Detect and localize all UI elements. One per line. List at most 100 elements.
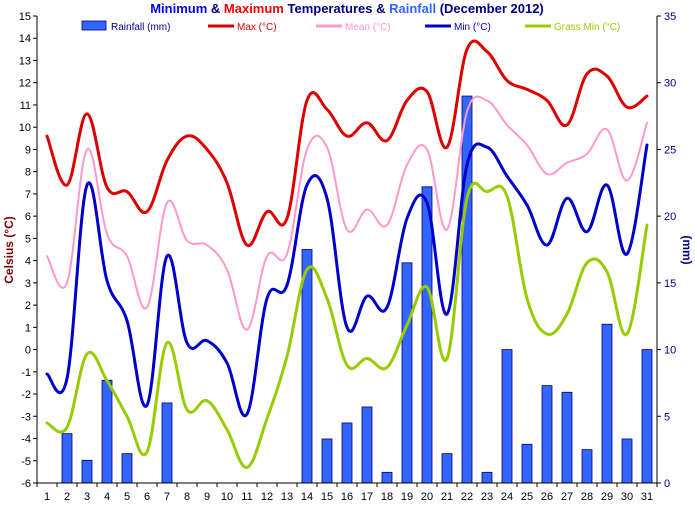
x-tick-label: 28	[581, 491, 593, 503]
legend-label: Max (°C)	[237, 22, 277, 33]
series-line-mean-c	[46, 95, 648, 331]
temperature-lines	[45, 39, 649, 469]
rainfall-bar	[561, 391, 573, 484]
title-part: (December 2012)	[436, 1, 544, 16]
rainfall-bar	[521, 443, 533, 484]
rainfall-bar	[541, 385, 553, 484]
y-tick-label: 2	[25, 300, 31, 312]
y-axis-label: Celsius (°C)	[2, 216, 16, 283]
title-part: &	[207, 1, 224, 16]
rainfall-bar	[441, 453, 453, 484]
x-tick-label: 22	[461, 491, 473, 503]
y2-tick-label: 25	[664, 144, 676, 156]
y2-tick-label: 10	[664, 345, 676, 357]
legend-label: Mean (°C)	[345, 22, 391, 33]
x-tick-label: 15	[321, 491, 333, 503]
y-tick-label: 13	[19, 55, 31, 67]
y-tick-label: 9	[25, 144, 31, 156]
x-tick-label: 1	[44, 491, 50, 503]
y-tick-label: 7	[25, 189, 31, 201]
x-tick-label: 14	[301, 491, 313, 503]
series-line-grass-min-c	[45, 181, 649, 469]
y-tick-label: -5	[21, 456, 31, 468]
y-tick-label: -6	[21, 478, 31, 490]
rainfall-bar	[601, 323, 613, 484]
y2-tick-label: 30	[664, 78, 676, 90]
rainfall-bar	[121, 453, 133, 484]
chart-legend: Rainfall (mm) Max (°C) Mean (°C) Min (°C) Gr…	[81, 20, 620, 33]
y-tick-label: 0	[25, 345, 31, 357]
rainfall-bar	[361, 406, 373, 484]
series-line-min-c	[45, 142, 649, 418]
rainfall-bar	[401, 262, 413, 484]
x-tick-label: 19	[401, 491, 413, 503]
legend-label: Min (°C)	[454, 22, 491, 33]
x-tick-label: 18	[381, 491, 393, 503]
series-line-max-c	[45, 39, 649, 247]
x-tick-label: 5	[124, 491, 130, 503]
y-tick-label: 10	[19, 122, 31, 134]
x-tick-label: 31	[641, 491, 653, 503]
x-tick-label: 9	[204, 491, 210, 503]
y2-axis-label: (mm)	[680, 235, 694, 264]
x-tick-label: 10	[221, 491, 233, 503]
title-part: Temperatures &	[284, 1, 389, 16]
x-tick-label: 26	[541, 491, 553, 503]
x-tick-label: 4	[104, 491, 110, 503]
x-tick-label: 24	[501, 491, 513, 503]
chart-title: Minimum & Maximum Temperatures & Rainfal…	[150, 1, 544, 16]
y2-tick-label: 20	[664, 211, 676, 223]
y-tick-label: 1	[25, 322, 31, 334]
x-tick-label: 16	[341, 491, 353, 503]
rainfall-bar	[501, 349, 513, 484]
rainfall-bar	[381, 471, 393, 484]
rainfall-bar	[61, 433, 73, 484]
y-tick-label: 5	[25, 233, 31, 245]
y2-tick-label: 15	[664, 278, 676, 290]
y-tick-label: -4	[21, 434, 31, 446]
rainfall-bar	[321, 438, 333, 484]
x-tick-label: 3	[84, 491, 90, 503]
title-part: Rainfall	[389, 1, 436, 16]
x-tick-label: 12	[261, 491, 273, 503]
legend-swatch	[81, 20, 107, 31]
x-tick-label: 25	[521, 491, 533, 503]
rainfall-bar	[81, 459, 93, 484]
x-tick-label: 13	[281, 491, 293, 503]
x-tick-label: 7	[164, 491, 170, 503]
x-tick-label: 20	[421, 491, 433, 503]
x-tick-label: 27	[561, 491, 573, 503]
y2-tick-label: 5	[664, 411, 670, 423]
rainfall-bar	[421, 186, 433, 484]
rainfall-bar	[161, 402, 173, 484]
y-tick-label: 11	[20, 100, 31, 112]
rainfall-bars	[61, 95, 653, 484]
x-tick-label: 6	[144, 491, 150, 503]
x-tick-label: 23	[481, 491, 493, 503]
rainfall-bar	[341, 422, 353, 484]
rainfall-bar	[301, 249, 313, 484]
x-tick-label: 8	[184, 491, 190, 503]
x-tick-label: 21	[441, 491, 453, 503]
y-tick-label: 6	[25, 211, 31, 223]
y-tick-label: -1	[21, 367, 31, 379]
y-tick-label: 14	[19, 33, 31, 45]
y-tick-label: 8	[25, 167, 31, 179]
title-part: Maximum	[224, 1, 284, 16]
rainfall-bar	[621, 438, 633, 484]
y-tick-label: 12	[19, 78, 31, 90]
y-tick-label: -2	[21, 389, 31, 401]
y-tick-label: 4	[25, 256, 31, 268]
y-tick-label: -3	[21, 411, 31, 423]
y-tick-label: 3	[25, 278, 31, 290]
rainfall-bar	[641, 349, 653, 484]
x-tick-label: 30	[621, 491, 633, 503]
rainfall-bar	[581, 449, 593, 484]
legend-label: Grass Min (°C)	[554, 22, 620, 33]
y2-tick-label: 0	[664, 478, 670, 490]
x-tick-label: 2	[64, 491, 70, 503]
rainfall-bar	[481, 471, 493, 484]
legend-label: Rainfall (mm)	[111, 22, 170, 33]
x-tick-label: 17	[361, 491, 373, 503]
